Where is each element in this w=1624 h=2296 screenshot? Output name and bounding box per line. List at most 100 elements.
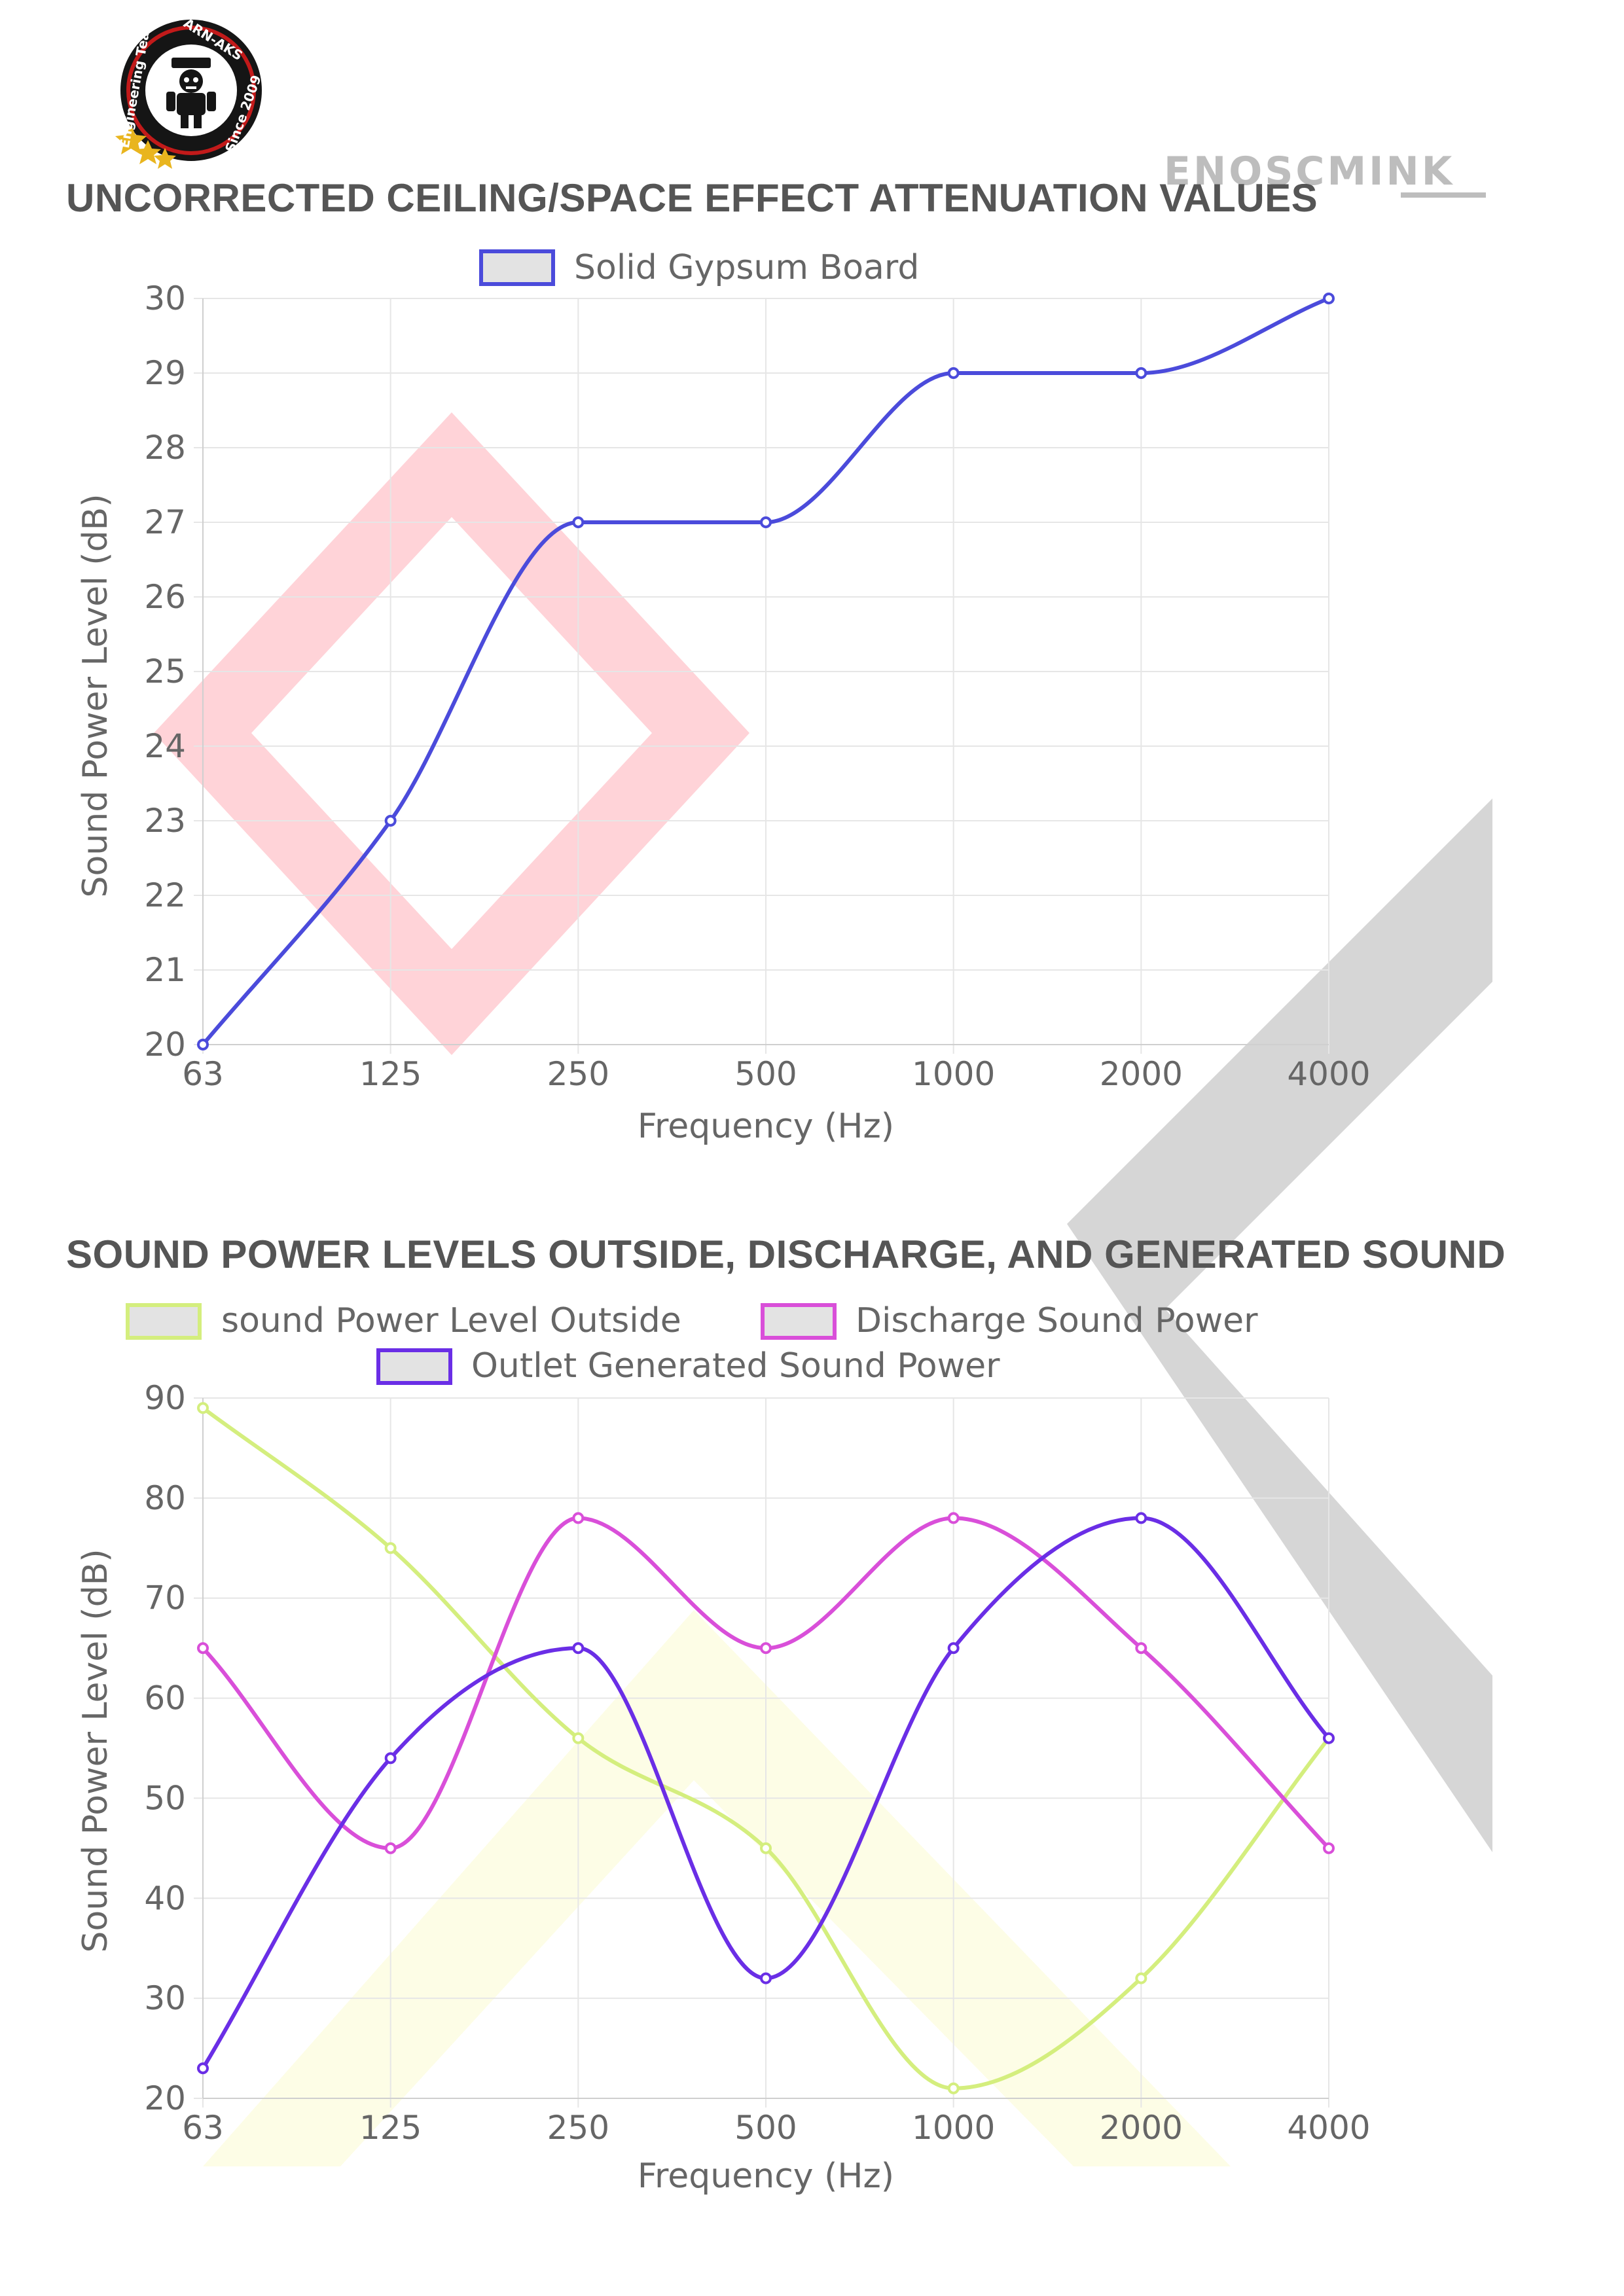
data-point-sound-power-level-outside-2000[interactable] xyxy=(1135,1972,1147,1984)
x-tick-label: 125 xyxy=(359,2109,422,2147)
y-tick-label: 40 xyxy=(144,1879,186,1917)
data-point-discharge-sound-power-500[interactable] xyxy=(760,1642,772,1655)
x-axis-ticks: 63 125 250 500 1000 2000 4000 xyxy=(182,1055,1370,1093)
y-tick-label: 24 xyxy=(144,727,186,765)
legend-swatch-discharge-sound-power[interactable] xyxy=(761,1303,837,1340)
y-tick-label: 27 xyxy=(144,503,186,541)
x-tick-label: 500 xyxy=(734,2109,797,2147)
y-tick-label: 21 xyxy=(144,951,186,989)
data-point-solid-gypsum-board-125[interactable] xyxy=(384,815,397,827)
x-tick-label: 250 xyxy=(547,2109,609,2147)
x-axis-ticks: 63 125 250 500 1000 2000 4000 xyxy=(182,2109,1370,2147)
chart-sound-power-levels: SOUND POWER LEVELS OUTSIDE, DISCHARGE, A… xyxy=(66,1232,1506,2196)
y-axis-title: Sound Power Level (dB) xyxy=(76,1549,115,1952)
logo: ARN-AKS Since 2009 Engineering Team xyxy=(115,15,264,169)
chart-legend: sound Power Level Outside Discharge Soun… xyxy=(126,1301,1258,1386)
series-discharge-sound-power xyxy=(197,1512,1335,1854)
data-point-outlet-generated-sound-power-250[interactable] xyxy=(572,1642,585,1655)
y-tick-label: 23 xyxy=(144,802,186,840)
y-tick-label: 20 xyxy=(144,1026,186,1064)
data-point-solid-gypsum-board-63[interactable] xyxy=(197,1039,209,1050)
data-point-sound-power-level-outside-250[interactable] xyxy=(572,1732,585,1744)
data-point-outlet-generated-sound-power-63[interactable] xyxy=(197,2062,209,2075)
chart-legend: Solid Gypsum Board xyxy=(479,248,919,287)
legend-swatch-solid-gypsum-board[interactable] xyxy=(479,249,555,286)
logo-figure-icon xyxy=(166,58,216,128)
x-axis-title: Frequency (Hz) xyxy=(638,2157,894,2196)
x-tick-label: 4000 xyxy=(1287,2109,1370,2147)
y-tick-label: 70 xyxy=(144,1579,186,1617)
y-axis-ticks: 90 80 70 60 50 40 30 20 xyxy=(144,1379,186,2117)
data-point-outlet-generated-sound-power-500[interactable] xyxy=(760,1972,772,1984)
gray-chevron-watermark xyxy=(1067,798,1492,1852)
brand-watermark: ENOSCMINK xyxy=(1164,149,1486,198)
y-tick-label: 28 xyxy=(144,429,186,467)
data-point-discharge-sound-power-2000[interactable] xyxy=(1135,1642,1147,1655)
y-tick-label: 25 xyxy=(144,653,186,691)
y-tick-label: 26 xyxy=(144,578,186,616)
chart-grid xyxy=(194,298,1329,1054)
y-tick-label: 50 xyxy=(144,1779,186,1817)
legend-label[interactable]: Solid Gypsum Board xyxy=(574,248,919,287)
watermark-decorations xyxy=(154,412,1492,2166)
chart-title: SOUND POWER LEVELS OUTSIDE, DISCHARGE, A… xyxy=(66,1232,1506,1276)
legend-swatch-sound-power-level-outside[interactable] xyxy=(126,1303,202,1340)
data-point-discharge-sound-power-1000[interactable] xyxy=(947,1512,960,1524)
red-diamond-watermark xyxy=(154,412,749,1055)
series-solid-gypsum-board xyxy=(197,293,1335,1050)
chart-title: UNCORRECTED CEILING/SPACE EFFECT ATTENUA… xyxy=(66,176,1318,220)
data-point-outlet-generated-sound-power-1000[interactable] xyxy=(947,1642,960,1655)
y-tick-label: 60 xyxy=(144,1679,186,1717)
chart-series xyxy=(197,293,1335,1050)
legend-swatch-outlet-generated-sound-power[interactable] xyxy=(376,1348,452,1385)
x-tick-label: 500 xyxy=(734,1055,797,1093)
data-point-sound-power-level-outside-1000[interactable] xyxy=(947,2082,960,2094)
y-axis-ticks: 30 29 28 27 26 25 24 23 22 21 20 xyxy=(144,279,186,1064)
data-point-outlet-generated-sound-power-4000[interactable] xyxy=(1323,1732,1335,1744)
data-point-solid-gypsum-board-500[interactable] xyxy=(760,516,772,528)
series-line-solid-gypsum-board xyxy=(201,296,1331,1047)
brand-watermark-text: ENOSCMINK xyxy=(1164,149,1454,194)
legend-label[interactable]: sound Power Level Outside xyxy=(221,1301,681,1340)
y-tick-label: 80 xyxy=(144,1479,186,1517)
logo-red-ring xyxy=(126,26,256,155)
x-tick-label: 2000 xyxy=(1100,2109,1183,2147)
chart-series xyxy=(197,1402,1335,2094)
data-point-discharge-sound-power-4000[interactable] xyxy=(1323,1842,1335,1854)
data-point-sound-power-level-outside-125[interactable] xyxy=(384,1542,397,1554)
data-point-discharge-sound-power-63[interactable] xyxy=(197,1642,209,1655)
series-line-sound-power-level-outside xyxy=(201,1406,1331,2090)
logo-stars-icon xyxy=(115,124,176,169)
x-tick-label: 250 xyxy=(547,1055,609,1093)
series-sound-power-level-outside xyxy=(197,1402,1335,2094)
x-axis-title: Frequency (Hz) xyxy=(638,1107,894,1146)
y-tick-label: 20 xyxy=(144,2079,186,2117)
series-outlet-generated-sound-power xyxy=(197,1512,1335,2075)
y-tick-label: 90 xyxy=(144,1379,186,1417)
x-tick-label: 1000 xyxy=(912,1055,995,1093)
data-point-sound-power-level-outside-500[interactable] xyxy=(760,1842,772,1854)
y-tick-label: 30 xyxy=(144,279,186,317)
data-point-solid-gypsum-board-1000[interactable] xyxy=(947,367,960,379)
brand-watermark-underline xyxy=(1401,192,1486,198)
y-tick-label: 30 xyxy=(144,1979,186,2017)
y-tick-label: 29 xyxy=(144,354,186,392)
yellow-chevron-watermark xyxy=(203,1610,1231,2166)
data-point-discharge-sound-power-250[interactable] xyxy=(572,1512,585,1524)
data-point-outlet-generated-sound-power-2000[interactable] xyxy=(1135,1512,1147,1524)
data-point-sound-power-level-outside-63[interactable] xyxy=(197,1402,209,1414)
legend-label[interactable]: Outlet Generated Sound Power xyxy=(471,1346,1000,1386)
data-point-solid-gypsum-board-4000[interactable] xyxy=(1323,293,1335,304)
data-point-discharge-sound-power-125[interactable] xyxy=(384,1842,397,1854)
legend-label[interactable]: Discharge Sound Power xyxy=(856,1301,1258,1340)
data-point-solid-gypsum-board-250[interactable] xyxy=(572,516,585,528)
x-tick-label: 125 xyxy=(359,1055,422,1093)
x-tick-label: 2000 xyxy=(1100,1055,1183,1093)
y-tick-label: 22 xyxy=(144,876,186,914)
data-point-solid-gypsum-board-2000[interactable] xyxy=(1135,367,1147,379)
data-point-outlet-generated-sound-power-125[interactable] xyxy=(384,1752,397,1765)
x-tick-label: 63 xyxy=(182,1055,224,1093)
x-tick-label: 1000 xyxy=(912,2109,995,2147)
x-tick-label: 4000 xyxy=(1287,1055,1370,1093)
